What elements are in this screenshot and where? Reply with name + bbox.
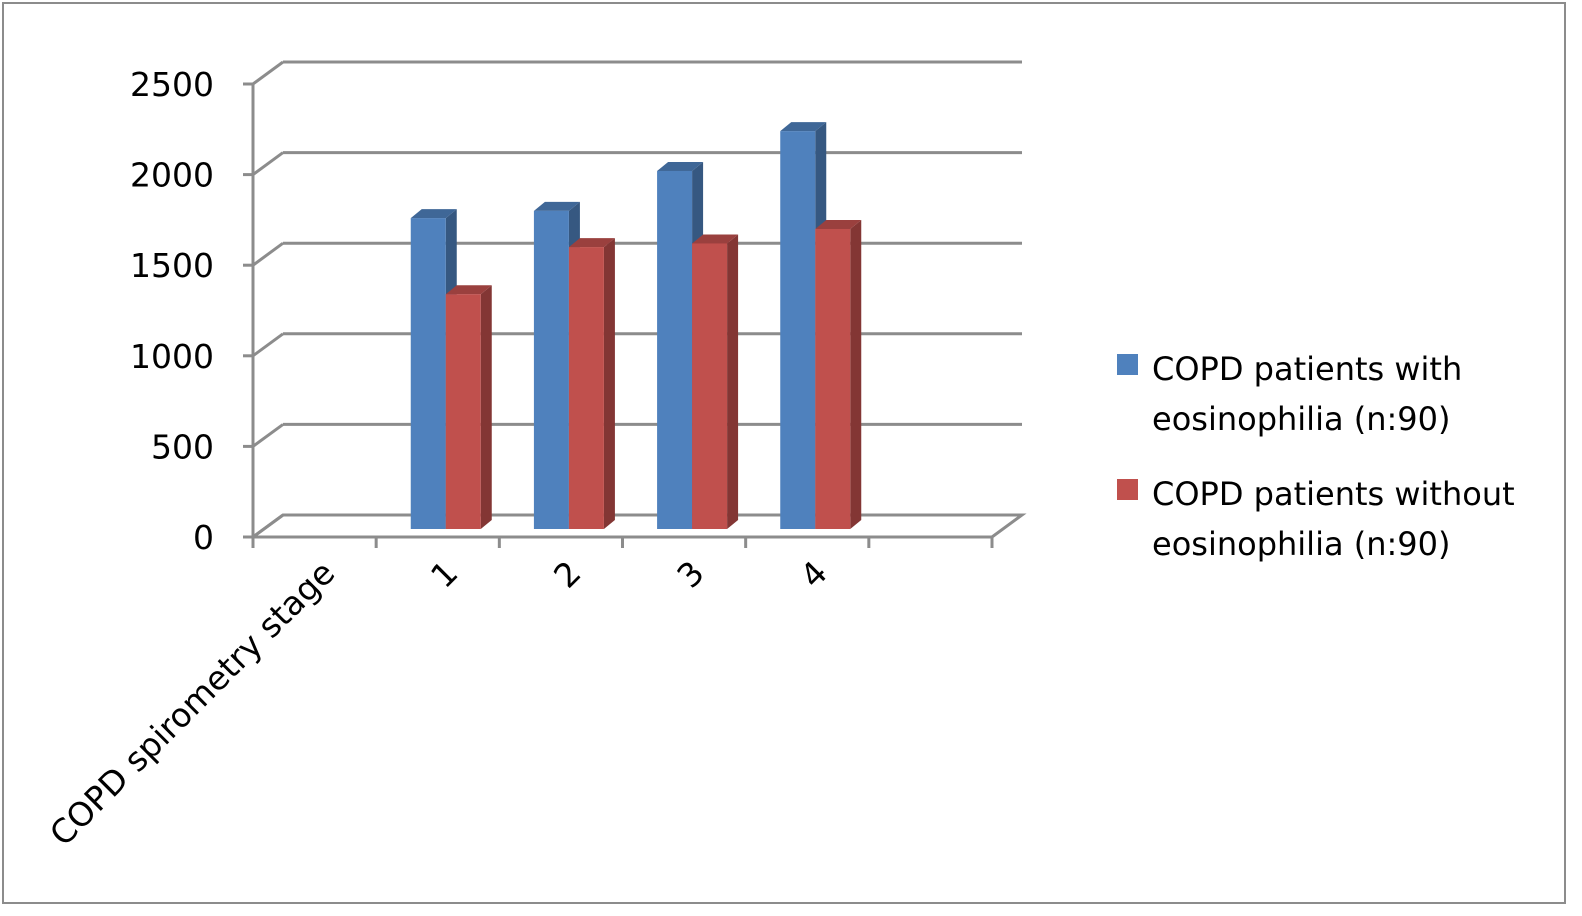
bar-side <box>480 285 492 529</box>
y-tick-labels: 0 500 1000 1500 2000 2500 <box>130 65 214 557</box>
side-gridline-500 <box>252 423 284 448</box>
bar-front <box>445 294 481 529</box>
legend-swatch <box>1117 479 1138 500</box>
bar-top <box>780 122 827 132</box>
bar-top <box>692 234 739 244</box>
y-tick-label: 2000 <box>130 156 214 195</box>
bar-side <box>603 238 615 529</box>
bar <box>692 234 739 529</box>
gridlines <box>252 60 1022 539</box>
legend-label: COPD patients with <box>1152 350 1462 388</box>
y-tick-label: 1000 <box>130 337 214 376</box>
legend-label: COPD patients without <box>1152 475 1515 513</box>
bar-top <box>410 209 457 219</box>
bar <box>815 219 862 529</box>
x-tick-label: 3 <box>669 553 711 595</box>
bar-front <box>692 243 728 529</box>
side-gridline-1500 <box>252 241 284 267</box>
bar-top <box>568 238 615 248</box>
bar-top <box>445 285 492 295</box>
legend-label: eosinophilia (n:90) <box>1152 525 1450 563</box>
x-tick-label: 4 <box>792 553 834 595</box>
chart-walls <box>252 513 1027 539</box>
chart-axes <box>243 82 994 548</box>
bar-top <box>657 161 704 171</box>
bar <box>445 285 492 529</box>
bar-side <box>727 234 739 529</box>
legend-label: eosinophilia (n:90) <box>1152 400 1450 438</box>
bar-top <box>815 219 862 229</box>
side-gridline-0 <box>252 513 284 539</box>
side-gridline-2000 <box>252 151 284 176</box>
bars <box>410 122 862 529</box>
y-tick-label: 2500 <box>130 65 214 104</box>
x-tick-label: 1 <box>423 553 465 595</box>
legend: COPD patients with eosinophilia (n:90) COP… <box>1117 350 1515 563</box>
x-tick-labels: COPD spirometry stage 1 2 3 4 <box>42 553 835 853</box>
y-tick-label: 1500 <box>130 246 214 285</box>
bar-front <box>533 210 569 529</box>
side-gridline-1000 <box>252 332 284 358</box>
legend-swatch <box>1117 354 1138 375</box>
chart-floor <box>252 513 1027 539</box>
bar-front <box>780 131 816 529</box>
side-gridline-2500 <box>252 60 284 86</box>
bar-top <box>533 201 580 211</box>
bar-side <box>850 219 862 529</box>
y-tick-label: 500 <box>151 427 214 466</box>
x-tick-label: COPD spirometry stage <box>42 553 342 853</box>
bar-front <box>815 228 851 529</box>
y-tick-label: 0 <box>193 518 214 557</box>
x-tick-label: 2 <box>546 553 588 595</box>
bar-front <box>568 247 604 529</box>
bar <box>568 238 615 529</box>
bar-front <box>657 170 693 529</box>
bar-front <box>410 218 446 529</box>
